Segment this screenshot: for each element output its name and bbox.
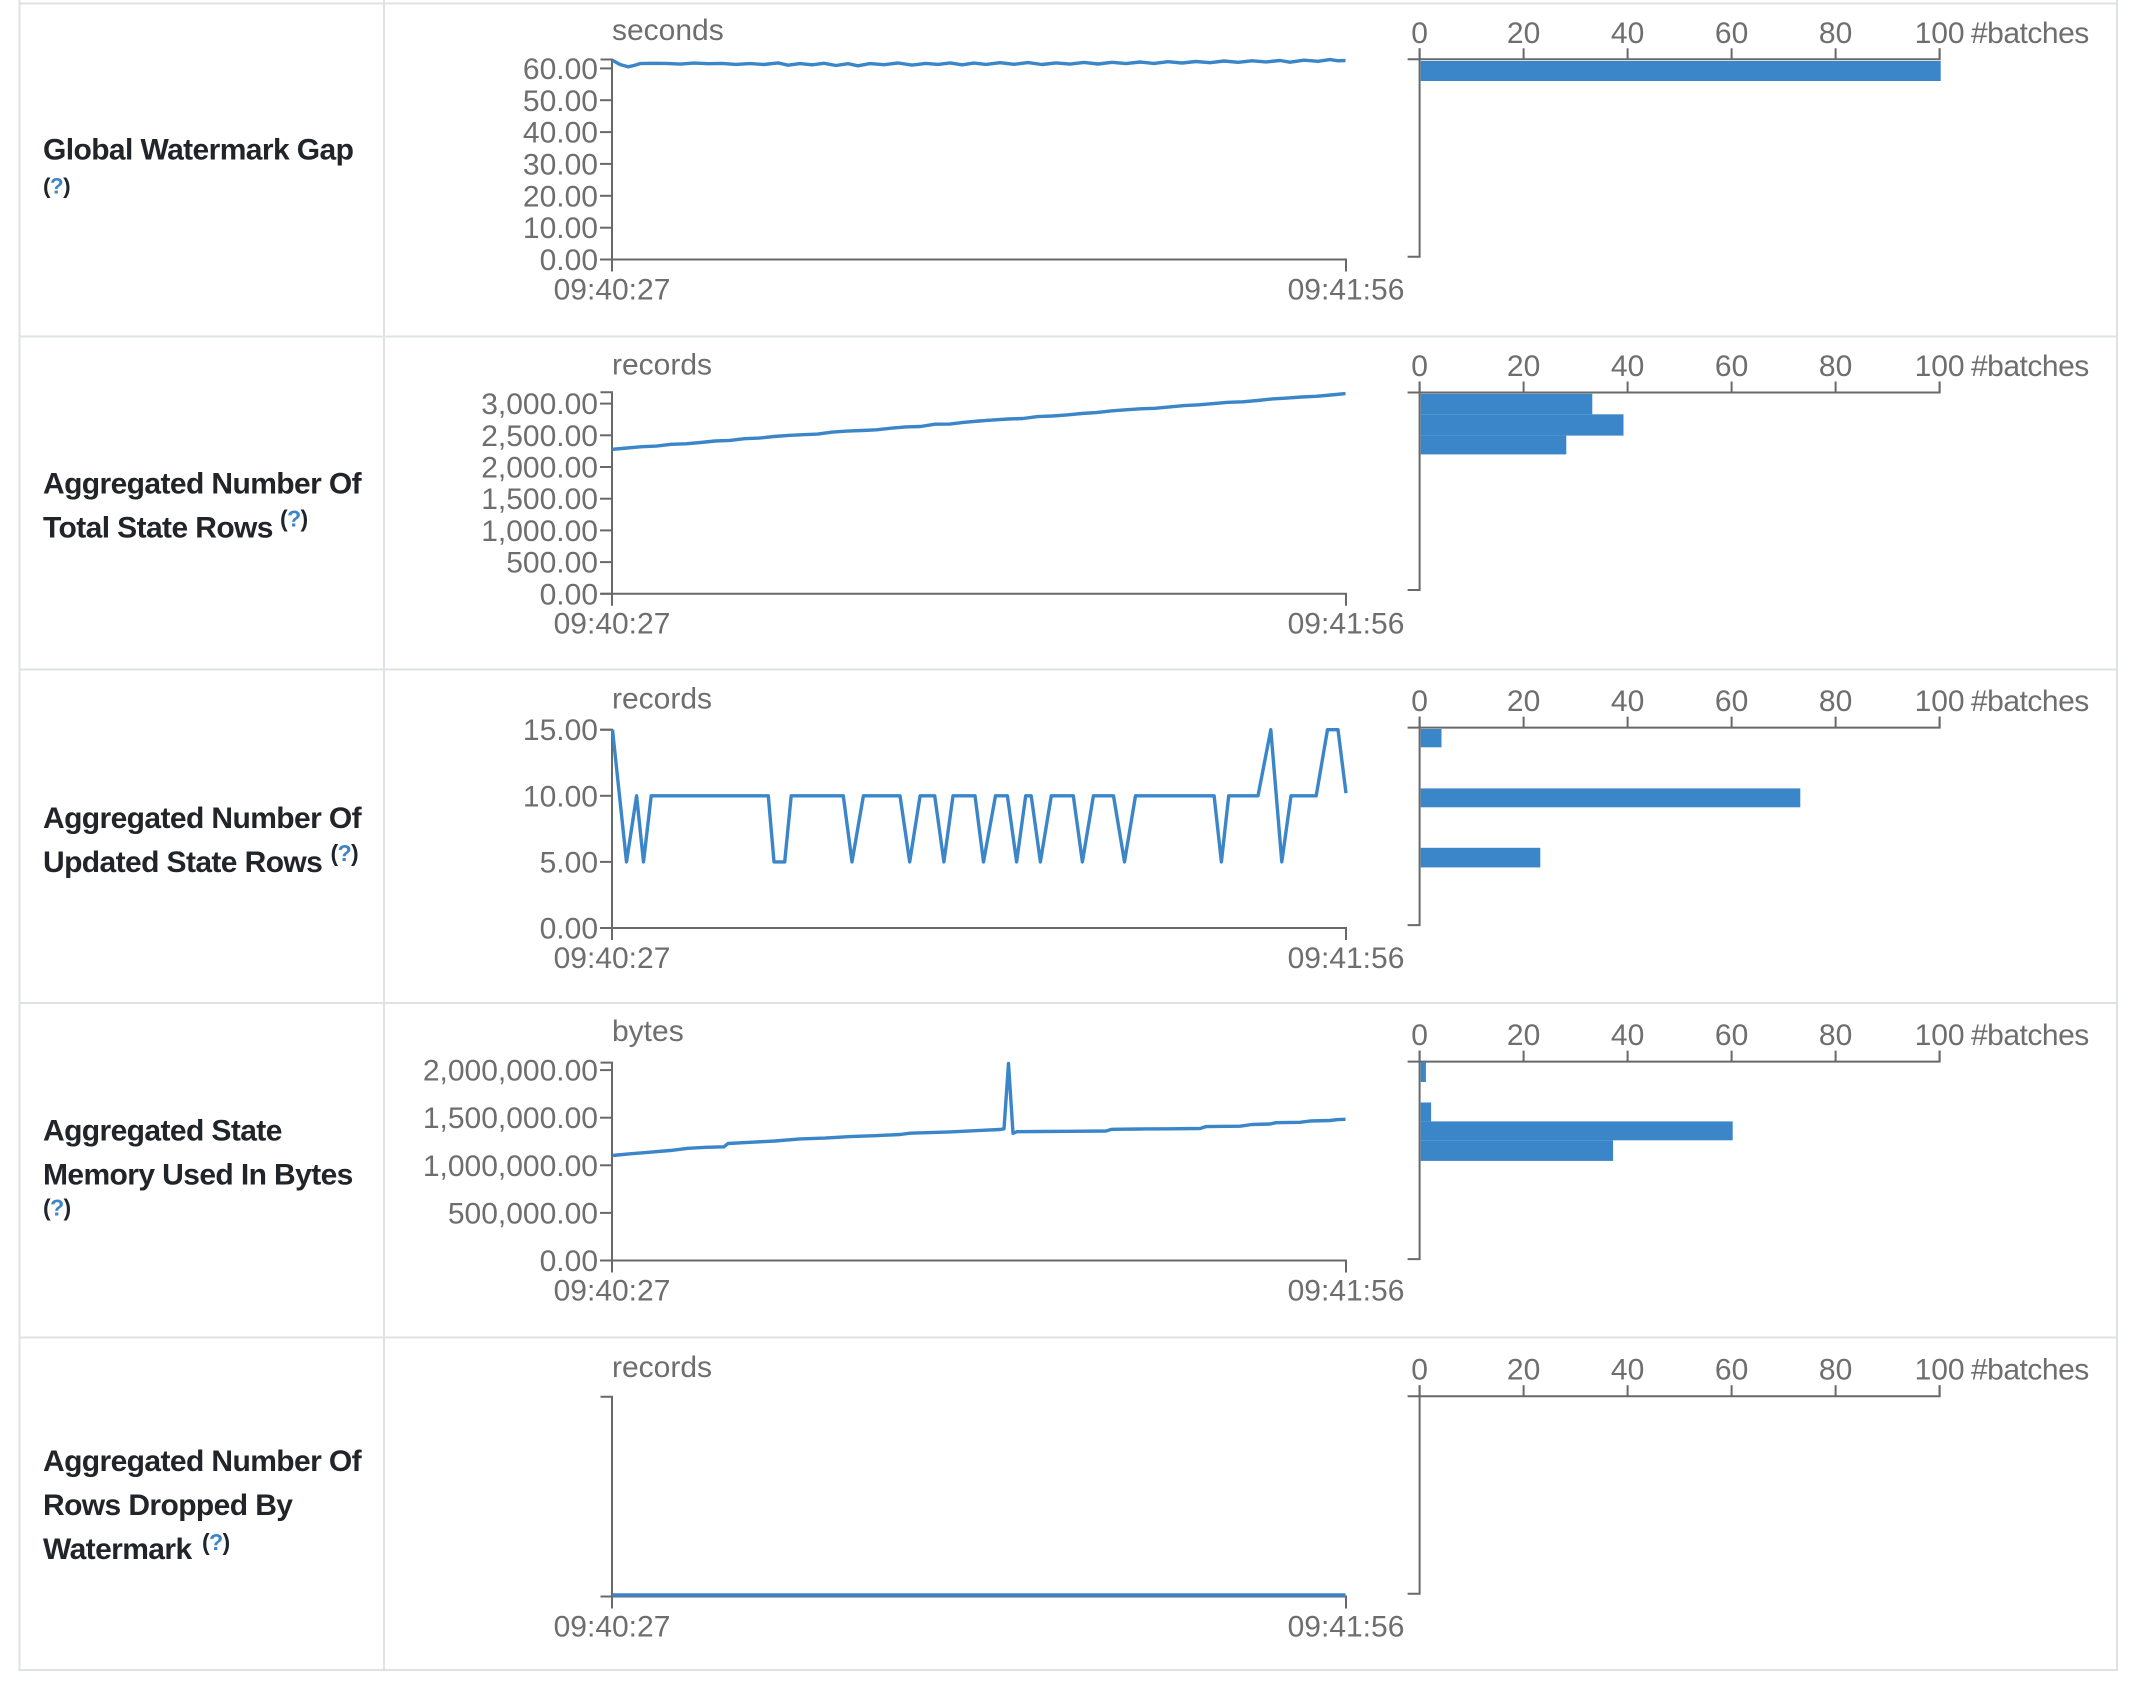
svg-text:100: 100 <box>1915 1019 1965 1052</box>
svg-text:09:41:56: 09:41:56 <box>1288 1274 1405 1307</box>
svg-text:50.00: 50.00 <box>523 85 598 118</box>
svg-text:0.00: 0.00 <box>540 244 598 277</box>
svg-text:100: 100 <box>1915 350 1965 383</box>
svg-text:0: 0 <box>1411 1019 1428 1052</box>
svg-text:#batches: #batches <box>1971 1019 2089 1052</box>
svg-text:40.00: 40.00 <box>523 117 598 150</box>
svg-text:Global Watermark Gap: Global Watermark Gap <box>43 134 354 167</box>
svg-text:(?): (?) <box>43 1195 71 1221</box>
svg-text:40: 40 <box>1611 1019 1644 1052</box>
svg-text:20: 20 <box>1507 685 1540 718</box>
svg-text:Aggregated Number Of: Aggregated Number Of <box>43 467 363 500</box>
svg-text:(?): (?) <box>43 174 70 199</box>
svg-text:#batches: #batches <box>1971 685 2089 718</box>
svg-text:20: 20 <box>1507 350 1540 383</box>
svg-text:seconds: seconds <box>612 14 724 47</box>
svg-text:Rows Dropped By: Rows Dropped By <box>43 1489 293 1522</box>
svg-text:09:41:56: 09:41:56 <box>1288 608 1405 641</box>
svg-text:60: 60 <box>1715 350 1748 383</box>
svg-text:0.00: 0.00 <box>540 1245 598 1278</box>
svg-text:15.00: 15.00 <box>523 714 598 747</box>
svg-text:0: 0 <box>1411 350 1428 383</box>
svg-text:80: 80 <box>1819 350 1852 383</box>
svg-text:60: 60 <box>1715 1019 1748 1052</box>
svg-text:09:40:27: 09:40:27 <box>554 608 671 641</box>
svg-text:80: 80 <box>1819 1019 1852 1052</box>
svg-text:(?): (?) <box>202 1529 230 1555</box>
svg-text:09:40:27: 09:40:27 <box>554 942 671 975</box>
svg-text:5.00: 5.00 <box>540 846 598 879</box>
svg-text:1,000.00: 1,000.00 <box>481 515 598 548</box>
svg-text:Watermark: Watermark <box>43 1533 192 1566</box>
svg-text:40: 40 <box>1611 17 1644 50</box>
svg-text:80: 80 <box>1819 17 1852 50</box>
svg-text:40: 40 <box>1611 685 1644 718</box>
svg-text:30.00: 30.00 <box>523 148 598 181</box>
svg-text:09:41:56: 09:41:56 <box>1288 273 1405 306</box>
svg-text:500.00: 500.00 <box>506 547 598 580</box>
svg-text:1,500,000.00: 1,500,000.00 <box>423 1102 598 1135</box>
svg-text:#batches: #batches <box>1971 17 2089 50</box>
svg-text:#batches: #batches <box>1971 1354 2089 1387</box>
svg-text:0: 0 <box>1411 685 1428 718</box>
svg-text:1,500.00: 1,500.00 <box>481 483 598 516</box>
svg-text:(?): (?) <box>331 840 359 866</box>
svg-text:40: 40 <box>1611 350 1644 383</box>
svg-text:0.00: 0.00 <box>540 913 598 946</box>
svg-text:2,000,000.00: 2,000,000.00 <box>423 1055 598 1088</box>
svg-text:1,000,000.00: 1,000,000.00 <box>423 1150 598 1183</box>
svg-text:80: 80 <box>1819 1354 1852 1387</box>
svg-text:Total State Rows: Total State Rows <box>43 511 273 544</box>
svg-text:100: 100 <box>1915 1354 1965 1387</box>
svg-text:records: records <box>612 349 712 382</box>
svg-text:0: 0 <box>1411 1354 1428 1387</box>
svg-text:bytes: bytes <box>612 1015 684 1048</box>
svg-text:80: 80 <box>1819 685 1852 718</box>
svg-text:09:40:27: 09:40:27 <box>554 1274 671 1307</box>
svg-text:Aggregated State: Aggregated State <box>43 1115 282 1148</box>
svg-text:10.00: 10.00 <box>523 212 598 245</box>
svg-text:Memory Used In Bytes: Memory Used In Bytes <box>43 1159 353 1192</box>
svg-text:2,500.00: 2,500.00 <box>481 420 598 453</box>
svg-text:100: 100 <box>1915 685 1965 718</box>
svg-text:60: 60 <box>1715 685 1748 718</box>
svg-text:20: 20 <box>1507 1354 1540 1387</box>
svg-text:3,000.00: 3,000.00 <box>481 388 598 421</box>
svg-text:Aggregated Number Of: Aggregated Number Of <box>43 802 363 835</box>
svg-text:records: records <box>612 1351 712 1384</box>
svg-text:20: 20 <box>1507 1019 1540 1052</box>
svg-text:09:41:56: 09:41:56 <box>1288 1610 1405 1643</box>
svg-text:09:40:27: 09:40:27 <box>554 273 671 306</box>
svg-text:60: 60 <box>1715 1354 1748 1387</box>
svg-text:100: 100 <box>1915 17 1965 50</box>
svg-text:10.00: 10.00 <box>523 780 598 813</box>
svg-text:2,000.00: 2,000.00 <box>481 452 598 485</box>
svg-text:0.00: 0.00 <box>540 578 598 611</box>
svg-text:Updated State Rows: Updated State Rows <box>43 846 322 879</box>
svg-text:#batches: #batches <box>1971 350 2089 383</box>
svg-text:(?): (?) <box>280 506 308 532</box>
svg-text:60.00: 60.00 <box>523 53 598 86</box>
svg-text:500,000.00: 500,000.00 <box>448 1197 598 1230</box>
svg-text:20: 20 <box>1507 17 1540 50</box>
svg-text:40: 40 <box>1611 1354 1644 1387</box>
svg-text:0: 0 <box>1411 17 1428 50</box>
svg-text:Aggregated Number Of: Aggregated Number Of <box>43 1445 363 1478</box>
svg-text:20.00: 20.00 <box>523 180 598 213</box>
svg-text:records: records <box>612 683 712 716</box>
svg-text:09:41:56: 09:41:56 <box>1288 942 1405 975</box>
svg-text:09:40:27: 09:40:27 <box>554 1610 671 1643</box>
svg-text:60: 60 <box>1715 17 1748 50</box>
